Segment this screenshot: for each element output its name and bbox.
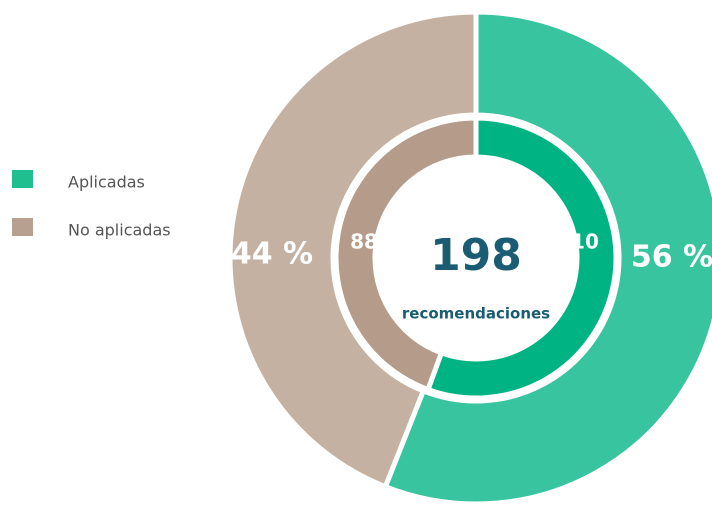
center-value: 198 [430, 230, 522, 281]
legend-label: Aplicadas [68, 173, 145, 192]
legend-swatch [12, 218, 33, 236]
donut-slice [227, 9, 479, 490]
donut-slice [333, 115, 479, 393]
data-label: 110 [557, 230, 599, 254]
data-label: 56 % [631, 240, 712, 275]
legend-label: No aplicadas [68, 221, 171, 240]
data-label: 44 % [231, 237, 313, 272]
donut-slice [424, 115, 619, 401]
center-label: recomendaciones [402, 305, 550, 323]
legend-swatch [12, 170, 33, 188]
donut-slice [382, 9, 712, 507]
data-label: 88 [350, 230, 378, 254]
